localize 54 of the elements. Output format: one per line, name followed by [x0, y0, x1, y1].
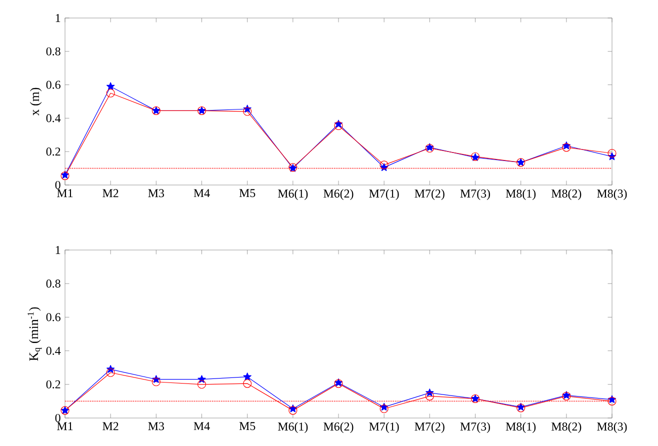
point: [106, 88, 115, 98]
x-tick-label: M8(2): [551, 422, 582, 434]
x-tick-label: M8(3): [597, 422, 627, 434]
x-tick-label: M7(1): [369, 189, 399, 200]
point: [106, 82, 115, 90]
x-tick-label: M5: [239, 422, 256, 430]
x-tick-label: M6(1): [278, 189, 308, 200]
y-tick-label: 0.8: [46, 280, 60, 288]
y-tick-label: 0: [55, 180, 60, 190]
x-tick-label: M7(3): [460, 422, 490, 434]
x-tick-label: M2: [102, 189, 118, 198]
y-tick-label: 0: [55, 414, 60, 422]
point: [380, 404, 388, 414]
x-tick-label: M8(3): [597, 189, 627, 200]
point: [106, 368, 115, 377]
x-tick-label: M8(1): [506, 422, 536, 434]
point: [243, 372, 252, 380]
x-tick-label: M6(1): [278, 422, 308, 434]
point: [197, 380, 206, 389]
x-tick-label: M8(1): [506, 189, 536, 200]
point: [608, 148, 616, 158]
x-tick-label: M7(2): [414, 422, 444, 434]
x-tick-label: M4: [194, 422, 210, 430]
point: [243, 379, 252, 388]
x-tick-label: M2: [102, 422, 118, 430]
x-tick-label: M6(2): [324, 422, 354, 434]
y-tick-label: 0.4: [46, 114, 61, 122]
x-tick-label: M7(2): [414, 189, 444, 200]
point: [562, 143, 571, 152]
y-tick-label: 0.8: [46, 47, 60, 56]
x-tick-label: M8(2): [551, 189, 582, 200]
x-tick-label: M5: [239, 189, 256, 198]
point: [152, 378, 160, 386]
x-tick-label: M3: [148, 189, 164, 198]
x-tick-label: M4: [194, 189, 210, 198]
x-tick-label: M7(1): [369, 422, 399, 434]
y-tick-label: 0.6: [46, 313, 60, 322]
x-tick-label: M1: [57, 422, 73, 430]
y-tick-label: 0.4: [46, 346, 61, 355]
point: [380, 160, 388, 170]
y-tick-label: 1: [56, 14, 60, 22]
point: [425, 392, 434, 400]
y-tick-label: 0.6: [46, 80, 60, 89]
x-tick-label: M7(3): [460, 189, 490, 200]
point: [243, 107, 252, 116]
y-tick-label: 0.2: [46, 148, 60, 156]
y-tick-label: 1: [56, 246, 60, 254]
x-tick-label: M3: [148, 422, 164, 430]
x-tick-label: M1: [57, 189, 73, 198]
x-tick-label: M6(2): [324, 189, 354, 200]
y-axis-title: x (m): [30, 88, 42, 116]
y-axis-title: K$_{q}$ (min$^{-1}$): [28, 307, 42, 361]
y-tick-label: 0.2: [46, 380, 60, 388]
point: [288, 406, 298, 415]
